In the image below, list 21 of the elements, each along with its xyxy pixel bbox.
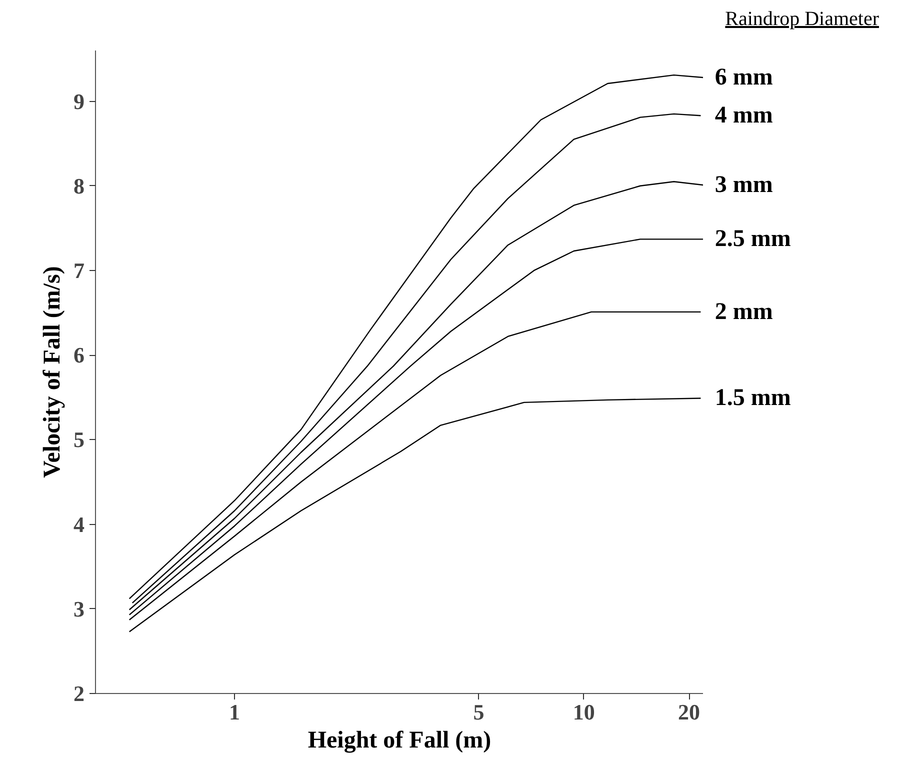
y-tick-label: 5 <box>74 427 84 452</box>
y-axis-title: Velocity of Fall (m/s) <box>40 266 66 478</box>
series-label: 2 mm <box>714 298 773 325</box>
y-tick-label: 7 <box>74 258 84 283</box>
y-tick-label: 9 <box>74 88 84 114</box>
legend-title: Raindrop Diameter <box>725 8 879 30</box>
x-tick-label: 1 <box>229 700 240 724</box>
series-label: 3 mm <box>714 172 773 198</box>
y-tick-label: 6 <box>74 342 84 368</box>
x-tick-label: 20 <box>678 700 700 724</box>
y-tick-label: 2 <box>74 681 84 706</box>
y-tick-label: 4 <box>74 512 84 537</box>
x-tick-label: 10 <box>572 700 595 724</box>
x-tick-label: 5 <box>473 700 484 724</box>
series-label: 1.5 mm <box>714 385 791 412</box>
y-tick-label: 3 <box>74 596 84 622</box>
series-label: 4 mm <box>714 102 773 129</box>
series-label: 6 mm <box>714 64 773 91</box>
x-axis-title: Height of Fall (m) <box>308 728 492 754</box>
series-label: 2.5 mm <box>714 226 791 252</box>
y-tick-label: 8 <box>74 173 84 198</box>
